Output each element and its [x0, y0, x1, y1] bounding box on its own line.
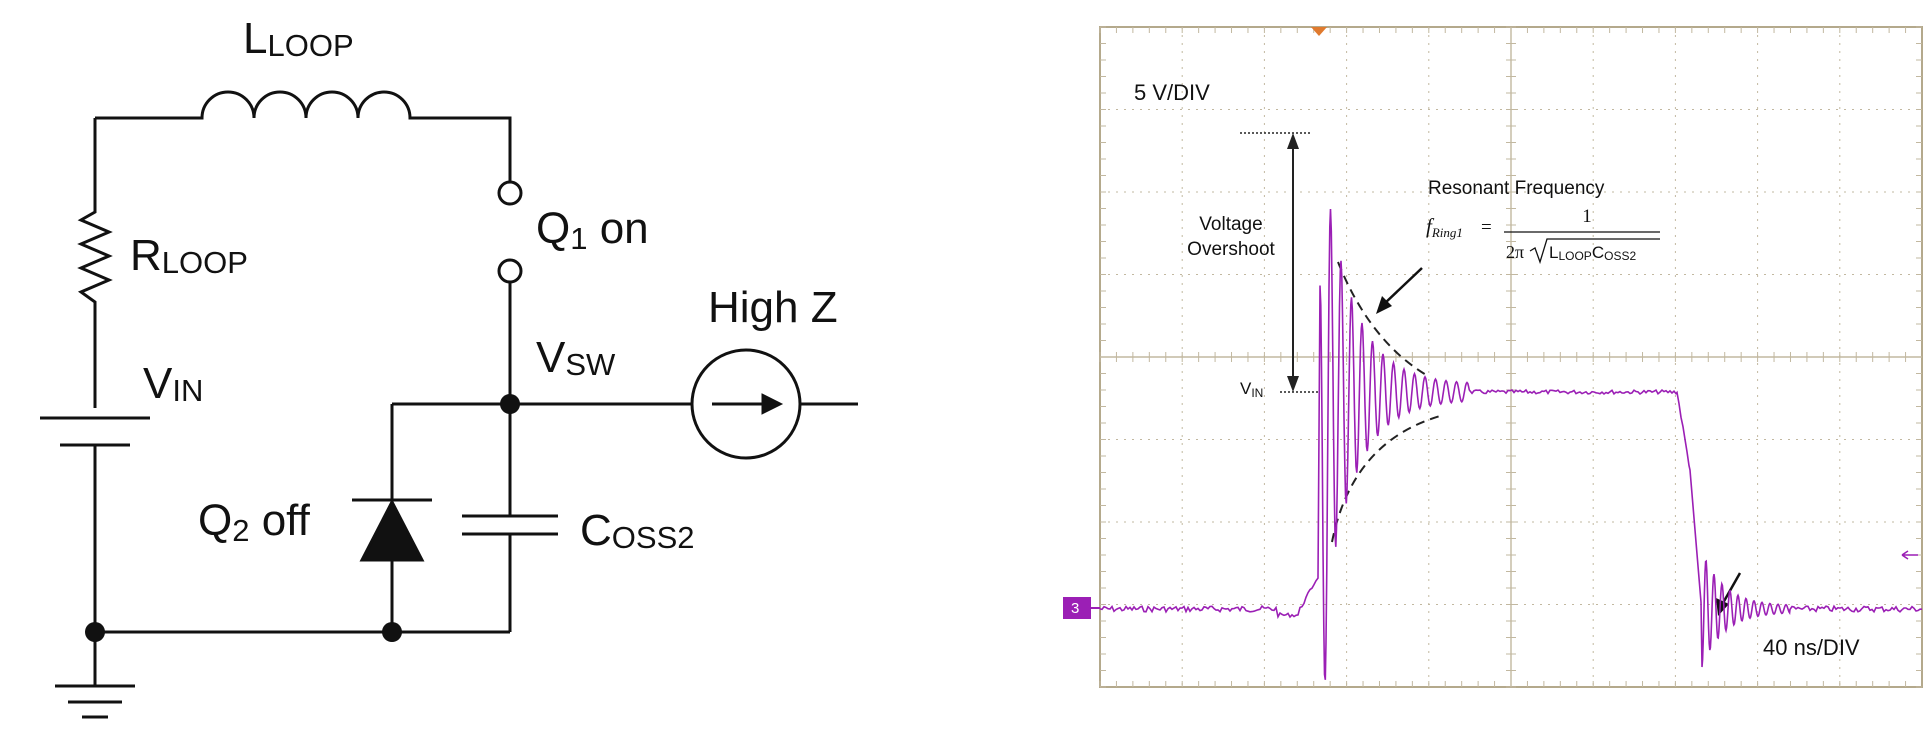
- trigger-marker: [1311, 27, 1327, 36]
- channel-marker-label: 3: [1071, 600, 1079, 617]
- overshoot-label-line1: Voltage: [1199, 214, 1262, 235]
- channel-marker: [1063, 597, 1091, 619]
- current-source-arrow-head: [761, 393, 784, 415]
- vsw-waveform: [1099, 208, 1922, 680]
- overshoot-label-line2: Overshoot: [1187, 239, 1275, 260]
- inductor-l-loop: [95, 90, 512, 182]
- vsw-label: VSW: [536, 333, 616, 382]
- formula-numerator: 1: [1582, 206, 1592, 227]
- vin-label: VIN: [143, 359, 203, 408]
- overshoot-arrow-head-down: [1287, 376, 1299, 392]
- q2-label: Q2 off: [198, 496, 311, 548]
- resonant-arrow-line: [1383, 267, 1423, 305]
- scope-grid: [1099, 26, 1922, 688]
- resonant-arrow-head: [1376, 296, 1392, 314]
- right-edge-marker: [1901, 550, 1918, 560]
- junction-diode: [382, 622, 402, 642]
- envelope-lower: [1331, 415, 1441, 543]
- r-loop-label: RLOOP: [130, 231, 248, 280]
- resonant-frequency-title: Resonant Frequency: [1428, 178, 1605, 199]
- scope-vin-label: VIN: [1240, 379, 1263, 400]
- ground-symbol: [55, 632, 135, 719]
- q1-terminal-top: [497, 180, 523, 206]
- q1-label: Q1 on: [536, 204, 649, 256]
- circuit-diagram: [40, 90, 858, 719]
- formula-radicand: LLOOPCOSS2: [1549, 243, 1636, 263]
- junction-ground: [85, 622, 105, 642]
- coss2-label: COSS2: [580, 506, 695, 555]
- formula-two-pi: 2π: [1506, 242, 1524, 262]
- envelope-upper: [1337, 261, 1429, 377]
- diode-triangle: [359, 498, 425, 562]
- resonant-frequency-formula: fRing1 = 1 2π LLOOPCOSS2: [1426, 206, 1660, 265]
- ring2-arrow-line: [1721, 572, 1742, 604]
- formula-sqrt-sign: [1529, 238, 1660, 265]
- formula-f: fRing1: [1426, 214, 1463, 240]
- q1-terminal-bottom: [497, 258, 523, 284]
- l-loop-label: LLOOP: [243, 14, 354, 63]
- time-per-div-label: 40 ns/DIV: [1763, 635, 1860, 660]
- junction-vsw: [500, 394, 520, 414]
- resistor-r-loop: [77, 118, 113, 408]
- oscilloscope-capture: 3: [1063, 26, 1923, 688]
- volts-per-div-label: 5 V/DIV: [1134, 80, 1210, 105]
- formula-equals: =: [1481, 217, 1492, 238]
- overshoot-arrow-head-up: [1287, 133, 1299, 149]
- high-z-label: High Z: [708, 283, 838, 332]
